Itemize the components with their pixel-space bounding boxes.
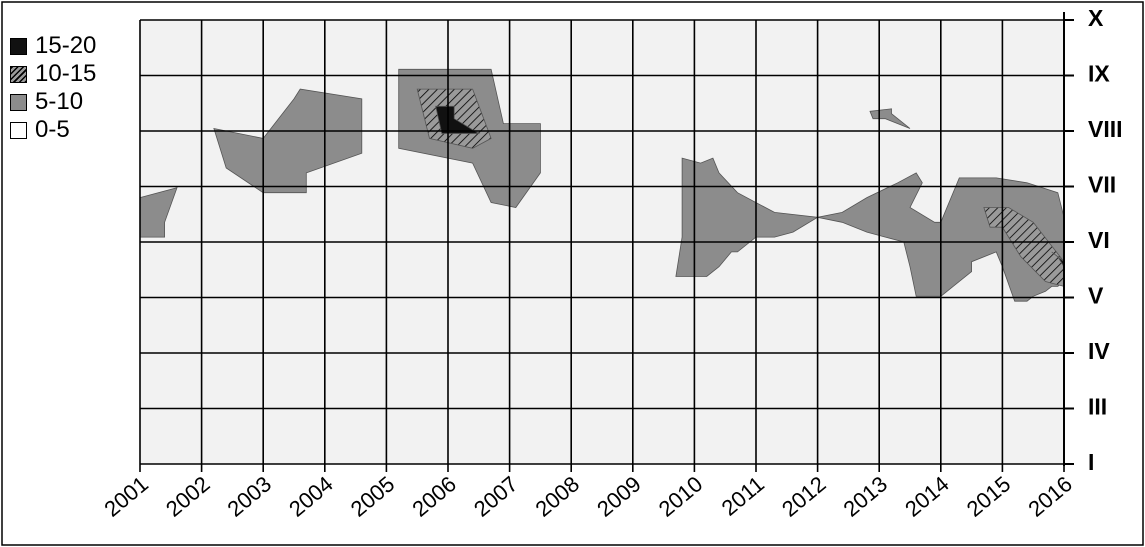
grid-lines [139, 12, 1074, 472]
legend-swatch-15-20 [10, 37, 27, 55]
y-tick-label-VIII: VIII [1088, 116, 1123, 142]
y-tick-label-VII: VII [1088, 172, 1116, 198]
contour-10-15-6 [983, 207, 1065, 287]
y-tick-label-III: III [1088, 394, 1107, 420]
legend-swatch-5-10 [10, 93, 27, 111]
y-tick-label-VI: VI [1088, 227, 1110, 253]
y-tick-label-I: I [1088, 449, 1094, 475]
legend: 15-20 10-15 5-10 0-5 [10, 32, 96, 144]
legend-label-5-10: 5-10 [35, 88, 84, 115]
legend-swatch-10-15 [10, 65, 27, 83]
y-tick-label-IX: IX [1088, 61, 1110, 87]
contour-5-10-5 [675, 157, 1065, 302]
y-tick-label-IV: IV [1088, 338, 1110, 364]
y-tick-label-V: V [1088, 283, 1104, 309]
y-tick-label-X: X [1088, 5, 1104, 31]
legend-item-5-10: 5-10 [10, 88, 96, 116]
legend-label-0-5: 0-5 [35, 116, 70, 143]
legend-swatch-0-5 [10, 121, 27, 139]
legend-item-0-5: 0-5 [10, 116, 96, 144]
legend-label-10-15: 10-15 [35, 60, 97, 87]
legend-item-10-15: 10-15 [10, 60, 96, 88]
contour-15-20-4 [435, 105, 481, 134]
legend-item-15-20: 15-20 [10, 32, 96, 60]
legend-label-15-20: 15-20 [35, 32, 97, 59]
